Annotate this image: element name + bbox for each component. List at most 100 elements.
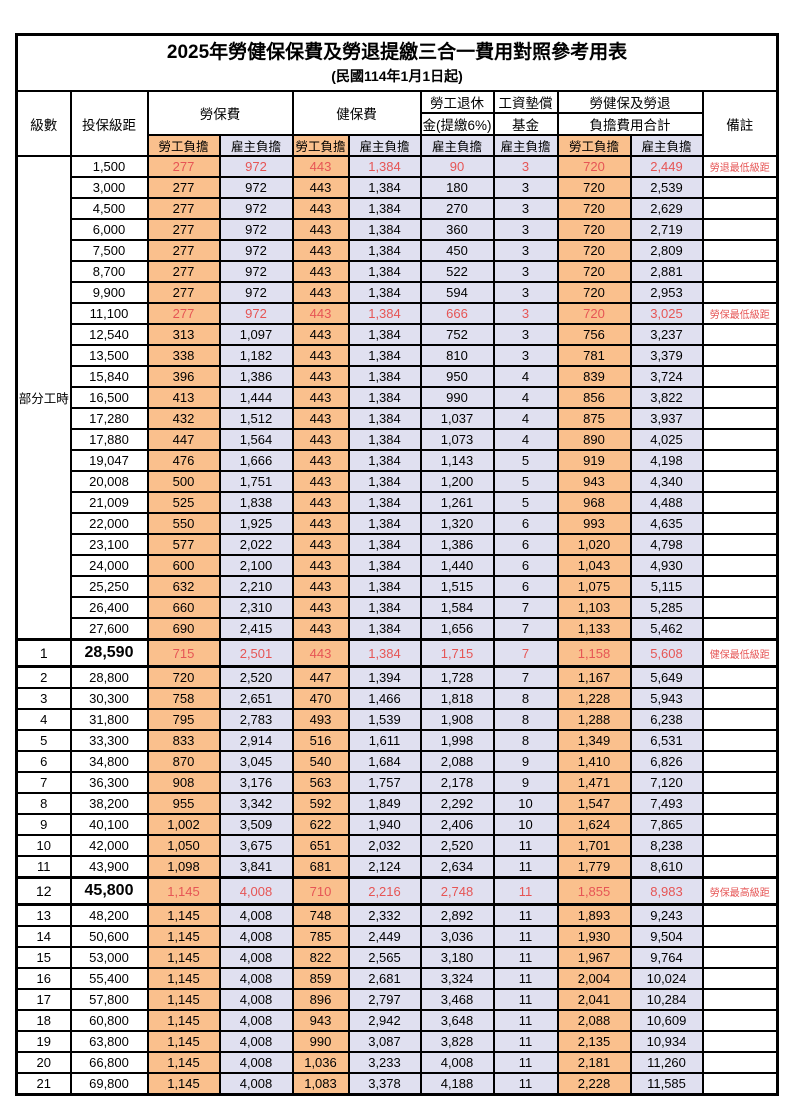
note-cell [701, 575, 779, 598]
value-cell: 600 [146, 554, 221, 577]
value-cell: 1,133 [556, 617, 632, 641]
value-cell: 3 [492, 155, 559, 178]
value-cell: 7 [492, 617, 559, 641]
note-cell [701, 470, 779, 493]
value-cell: 10,024 [629, 967, 704, 990]
value-cell: 1,967 [556, 946, 632, 969]
salary-bracket-cell: 19,047 [69, 449, 149, 472]
value-cell: 1,182 [218, 344, 294, 367]
salary-bracket-cell: 17,880 [69, 428, 149, 451]
note-cell [701, 365, 779, 388]
value-cell: 3,045 [218, 750, 294, 773]
value-cell: 6,826 [629, 750, 704, 773]
value-cell: 443 [291, 533, 350, 556]
table-row: 部分工時 1,500 277 972 443 1,384 90 3 720 2,449 勞退最低級距 [15, 155, 779, 641]
value-cell: 3,237 [629, 323, 704, 346]
value-cell: 2,681 [347, 967, 422, 990]
table-row: 12 45,800 1,145 4,008 710 2,216 2,748 11 1,855 8,… [15, 876, 779, 906]
value-cell: 3,176 [218, 771, 294, 794]
value-cell: 943 [291, 1009, 350, 1032]
table-row: 16 55,400 1,145 4,008 859 2,681 3,324 11 2,004 10… [15, 967, 779, 990]
note-cell [701, 1030, 779, 1053]
value-cell: 11 [492, 903, 559, 927]
value-cell: 7,865 [629, 813, 704, 836]
note-cell [701, 344, 779, 367]
salary-bracket-cell: 48,200 [69, 903, 149, 927]
table-row: 4 31,800 795 2,783 493 1,539 1,908 8 1,288 6,238 [15, 708, 779, 731]
column-header-wage-fund-line1: 工資墊償 [492, 90, 559, 114]
value-cell: 1,145 [146, 1051, 221, 1074]
table-row: 21 69,800 1,145 4,008 1,083 3,378 4,188 11 2,228… [15, 1072, 779, 1096]
value-cell: 1,073 [419, 428, 495, 451]
value-cell: 2,216 [347, 876, 422, 906]
value-cell: 3 [492, 323, 559, 346]
value-cell: 9,243 [629, 903, 704, 927]
value-cell: 720 [556, 302, 632, 325]
value-cell: 4,008 [419, 1051, 495, 1074]
value-cell: 4,025 [629, 428, 704, 451]
value-cell: 1,444 [218, 386, 294, 409]
table-row: 1 28,590 715 2,501 443 1,384 1,715 7 1,158 5,608 健… [15, 638, 779, 668]
value-cell: 10,609 [629, 1009, 704, 1032]
value-cell: 715 [146, 638, 221, 668]
salary-bracket-cell: 24,000 [69, 554, 149, 577]
table-row: 19,047 476 1,666 443 1,384 1,143 5 919 4,198 [17, 449, 779, 472]
value-cell: 1,940 [347, 813, 422, 836]
value-cell: 277 [146, 155, 221, 178]
value-cell: 1,512 [218, 407, 294, 430]
value-cell: 11 [492, 855, 559, 879]
value-cell: 8,983 [629, 876, 704, 906]
value-cell: 1,384 [347, 638, 422, 668]
table-row: 10 42,000 1,050 3,675 651 2,032 2,520 11 1,701 8,… [15, 834, 779, 857]
value-cell: 11,585 [629, 1072, 704, 1096]
value-cell: 443 [291, 218, 350, 241]
salary-bracket-cell: 50,600 [69, 925, 149, 948]
value-cell: 748 [291, 903, 350, 927]
table-row: 7 36,300 908 3,176 563 1,757 2,178 9 1,471 7,120 [15, 771, 779, 794]
value-cell: 4,008 [218, 925, 294, 948]
value-cell: 3,233 [347, 1051, 422, 1074]
value-cell: 795 [146, 708, 221, 731]
level-cell: 16 [15, 967, 72, 990]
value-cell: 1,050 [146, 834, 221, 857]
value-cell: 3,468 [419, 988, 495, 1011]
note-cell: 健保最低級距 [701, 638, 779, 668]
table-row: 23,100 577 2,022 443 1,384 1,386 6 1,020 4,798 [17, 533, 779, 556]
value-cell: 859 [291, 967, 350, 990]
value-cell: 443 [291, 470, 350, 493]
value-cell: 11 [492, 988, 559, 1011]
value-cell: 632 [146, 575, 221, 598]
value-cell: 1,384 [347, 239, 422, 262]
value-cell: 443 [291, 407, 350, 430]
salary-bracket-cell: 16,500 [69, 386, 149, 409]
salary-bracket-cell: 13,500 [69, 344, 149, 367]
value-cell: 2,415 [218, 617, 294, 641]
value-cell: 720 [556, 155, 632, 178]
value-cell: 781 [556, 344, 632, 367]
value-cell: 1,384 [347, 302, 422, 325]
level-cell: 17 [15, 988, 72, 1011]
value-cell: 443 [291, 512, 350, 535]
value-cell: 1,547 [556, 792, 632, 815]
note-cell [701, 428, 779, 451]
value-cell: 2,406 [419, 813, 495, 836]
value-cell: 6 [492, 533, 559, 556]
value-cell: 690 [146, 617, 221, 641]
note-cell [701, 386, 779, 409]
subheader-total-employer: 雇主負擔 [629, 134, 704, 157]
value-cell: 1,384 [347, 260, 422, 283]
value-cell: 972 [218, 260, 294, 283]
table-row: 8 38,200 955 3,342 592 1,849 2,292 10 1,547 7,493 [15, 792, 779, 815]
value-cell: 1,666 [218, 449, 294, 472]
value-cell: 1,145 [146, 1030, 221, 1053]
salary-bracket-cell: 43,900 [69, 855, 149, 879]
value-cell: 4,635 [629, 512, 704, 535]
value-cell: 1,384 [347, 344, 422, 367]
table-row: 18 60,800 1,145 4,008 943 2,942 3,648 11 2,088 10… [15, 1009, 779, 1032]
table-row: 11 43,900 1,098 3,841 681 2,124 2,634 11 1,779 8,… [15, 855, 779, 879]
note-cell [701, 176, 779, 199]
salary-bracket-cell: 30,300 [69, 687, 149, 710]
value-cell: 651 [291, 834, 350, 857]
value-cell: 785 [291, 925, 350, 948]
value-cell: 720 [556, 281, 632, 304]
